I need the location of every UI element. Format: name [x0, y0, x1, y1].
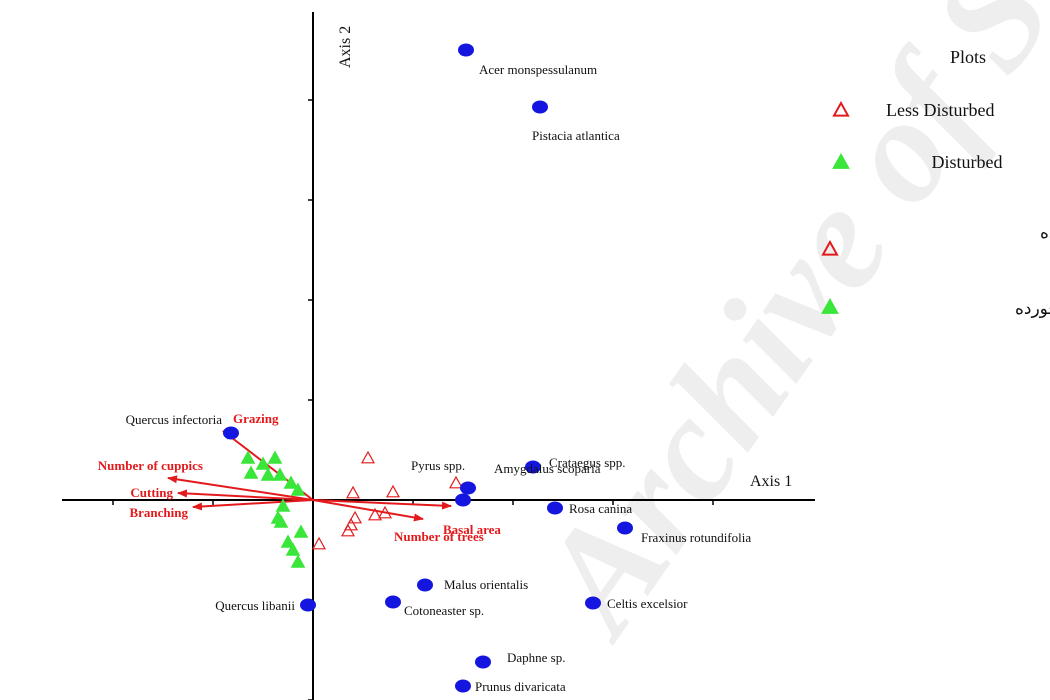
- less-disturbed-plot-point: [345, 485, 361, 499]
- species-point: [223, 426, 239, 440]
- plot-points: [240, 450, 464, 568]
- species-label: Daphne sp.: [507, 650, 566, 665]
- vector-label: Branching: [129, 505, 188, 520]
- legend: Plots Less Disturbed Disturbed کمتر دست‌خور…: [821, 47, 1050, 319]
- legend-title: Plots: [950, 47, 986, 67]
- species-label: Pyrus spp.: [411, 458, 465, 473]
- species-point: [385, 595, 401, 609]
- vector-label: Number of cuppics: [98, 458, 203, 473]
- legend-label: دست‌خورده: [1015, 299, 1050, 319]
- species-point: [458, 43, 474, 57]
- x-axis-title: Axis 1: [750, 473, 792, 490]
- species-label: Celtis excelsior: [607, 596, 688, 611]
- disturbed-plot-point: [243, 465, 259, 479]
- species-label: Cotoneaster sp.: [404, 603, 484, 618]
- legend-marker-less-disturbed: [832, 100, 850, 117]
- species-point: [417, 578, 433, 592]
- species-point: [532, 100, 548, 114]
- species-point: [585, 596, 601, 610]
- vector-arrow: [312, 499, 424, 522]
- legend-label: کمتر دست‌خورده: [1040, 223, 1050, 243]
- less-disturbed-plot-point: [377, 505, 393, 519]
- disturbed-plot-point: [240, 450, 256, 464]
- disturbed-plot-point: [290, 482, 306, 496]
- disturbed-plot-point: [293, 524, 309, 538]
- less-disturbed-plot-point: [367, 507, 383, 521]
- species-points: Acer monspessulanum Pistacia atlantica Que…: [126, 43, 751, 694]
- species-point: [525, 460, 541, 474]
- less-disturbed-plot-point: [360, 450, 376, 464]
- vector-arrow: [167, 475, 314, 501]
- vector-label: Grazing: [233, 411, 279, 426]
- vector-label: Basal area: [443, 522, 501, 537]
- less-disturbed-plot-point: [340, 523, 356, 537]
- environmental-vectors: Grazing Number of cuppics Cutting Branching…: [98, 411, 502, 544]
- vector-arrow: [177, 489, 314, 501]
- disturbed-plot-point: [280, 534, 296, 548]
- species-point: [475, 655, 491, 669]
- species-point: [460, 481, 476, 495]
- disturbed-plot-point: [272, 467, 288, 481]
- species-label: Acer monspessulanum: [479, 62, 597, 77]
- vector-label: Number of trees: [394, 529, 484, 544]
- disturbed-plot-point: [283, 475, 299, 489]
- vector-label: Cutting: [130, 485, 173, 500]
- species-label: Crataegus spp.: [549, 455, 626, 470]
- vector-arrow: [312, 499, 452, 510]
- species-label: Quercus infectoria: [126, 412, 223, 427]
- disturbed-plot-point: [290, 554, 306, 568]
- legend-label: Less Disturbed: [886, 100, 994, 120]
- disturbed-plot-point: [285, 542, 301, 556]
- species-point: [300, 598, 316, 612]
- disturbed-plot-point: [260, 467, 276, 481]
- species-point: [455, 679, 471, 693]
- less-disturbed-plot-point: [311, 536, 327, 550]
- species-label: Rosa canina: [569, 501, 632, 516]
- legend-marker-disturbed: [821, 297, 839, 314]
- disturbed-plot-point: [275, 498, 291, 512]
- axes: Axis 1 Axis 2: [62, 12, 815, 700]
- legend-marker-disturbed: [832, 152, 850, 169]
- vector-arrow: [192, 499, 314, 511]
- legend-label: Disturbed: [932, 152, 1003, 172]
- species-point: [547, 501, 563, 515]
- disturbed-plot-point: [255, 456, 271, 470]
- less-disturbed-plot-point: [347, 510, 363, 524]
- less-disturbed-plot-point: [448, 475, 464, 489]
- species-label: Prunus divaricata: [475, 679, 566, 694]
- disturbed-plot-point: [267, 450, 283, 464]
- legend-marker-less-disturbed: [821, 239, 839, 256]
- species-label: Amygdalus scoparia: [494, 461, 601, 476]
- species-label: Pistacia atlantica: [532, 128, 620, 143]
- species-point: [617, 521, 633, 535]
- species-label: Malus orientalis: [444, 577, 528, 592]
- species-label: Fraxinus rotundifolia: [641, 530, 751, 545]
- disturbed-plot-point: [273, 514, 289, 528]
- species-point: [455, 493, 471, 507]
- y-axis-title: Axis 2: [337, 26, 354, 68]
- less-disturbed-plot-point: [385, 484, 401, 498]
- species-label: Quercus libanii: [215, 598, 295, 613]
